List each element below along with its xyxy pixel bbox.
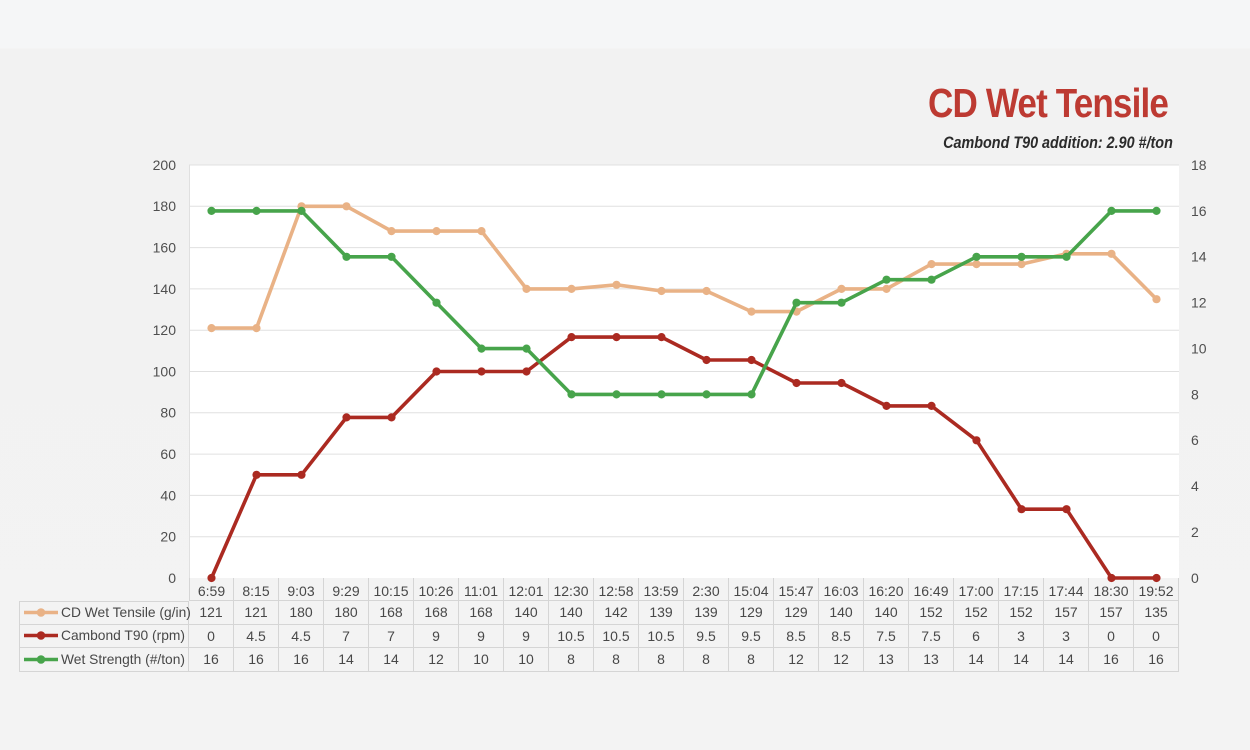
svg-text:0: 0 [168, 570, 176, 586]
svg-text:40: 40 [160, 487, 176, 503]
svg-text:14: 14 [1191, 249, 1207, 265]
svg-text:120: 120 [153, 322, 177, 338]
svg-text:10: 10 [1191, 341, 1207, 357]
svg-text:12: 12 [1191, 295, 1207, 311]
svg-text:140: 140 [153, 281, 177, 297]
svg-text:0: 0 [1191, 570, 1199, 586]
svg-text:16: 16 [1191, 203, 1207, 219]
svg-text:80: 80 [160, 405, 176, 421]
svg-text:180: 180 [153, 198, 177, 214]
svg-text:200: 200 [153, 157, 177, 173]
svg-text:20: 20 [160, 529, 176, 545]
svg-text:160: 160 [153, 240, 177, 256]
svg-text:6: 6 [1191, 432, 1199, 448]
svg-text:4: 4 [1191, 478, 1199, 494]
svg-text:2: 2 [1191, 524, 1199, 540]
svg-text:100: 100 [153, 363, 177, 379]
svg-text:18: 18 [1191, 157, 1207, 173]
svg-text:8: 8 [1191, 386, 1199, 402]
svg-text:60: 60 [160, 446, 176, 462]
